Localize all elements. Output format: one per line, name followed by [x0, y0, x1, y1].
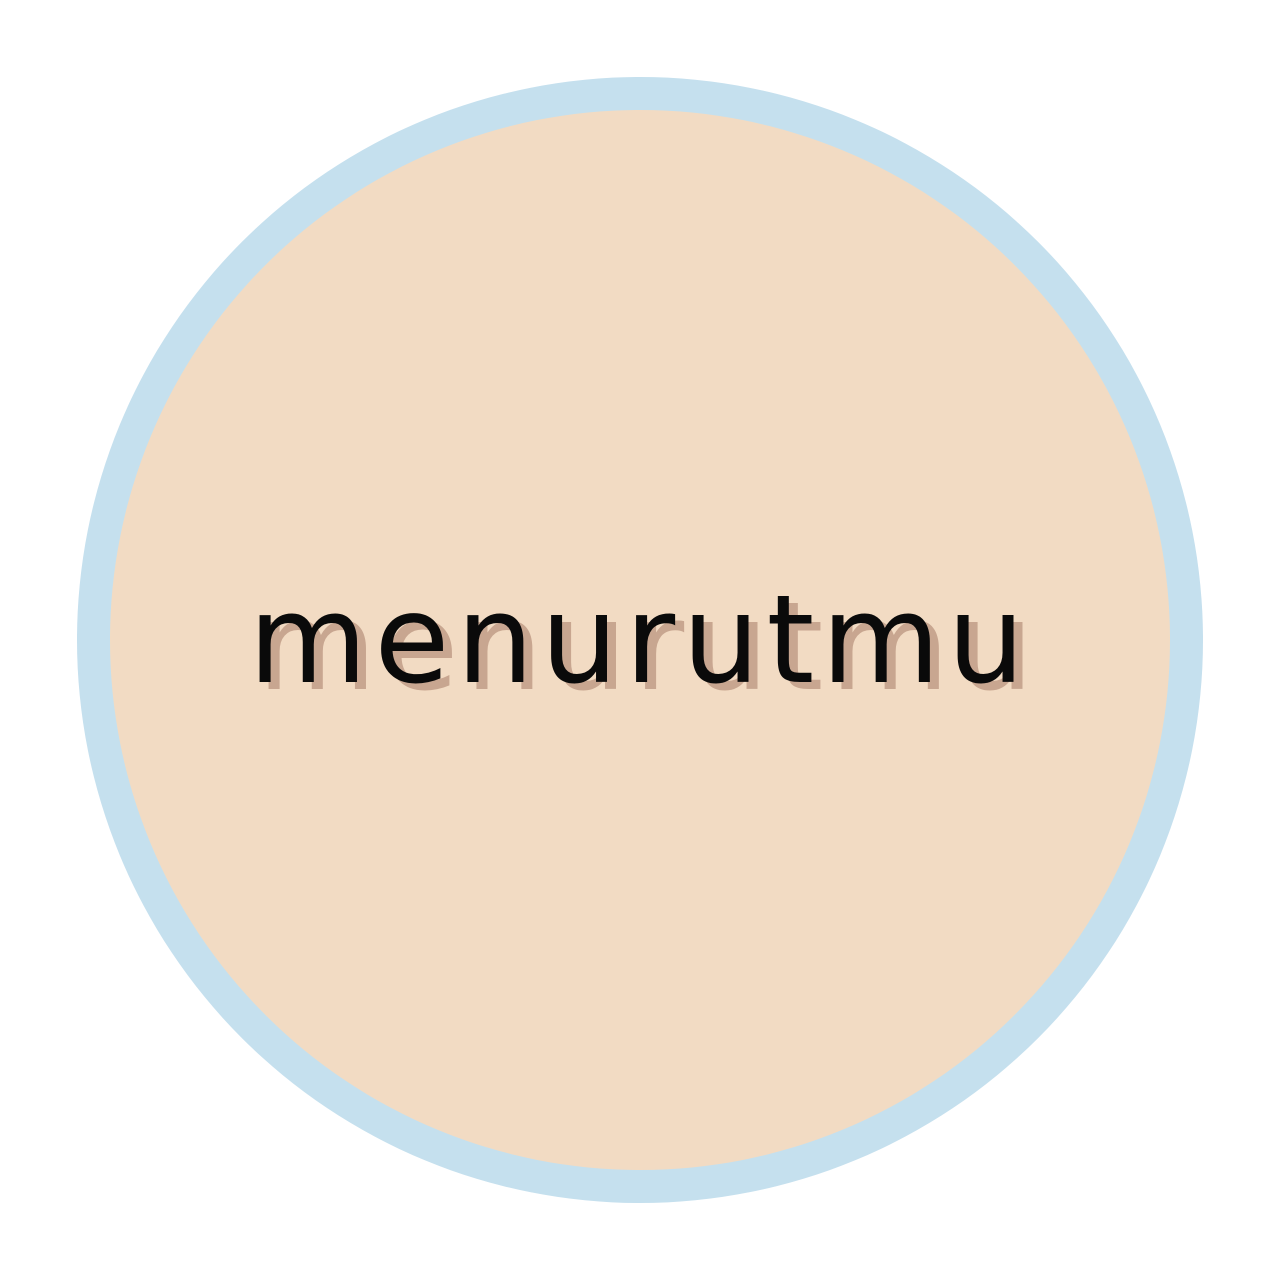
logo-inner-disc [110, 110, 1170, 1170]
logo-wordmark: menurutmu [248, 569, 1032, 711]
